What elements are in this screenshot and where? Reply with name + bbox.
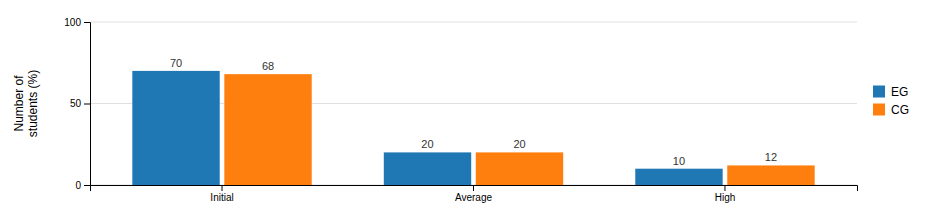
data-label: 12 xyxy=(765,151,777,163)
grid-line xyxy=(90,22,857,23)
x-tick-label: Average xyxy=(455,192,493,203)
data-label: 68 xyxy=(262,60,274,72)
x-tick: Average xyxy=(455,185,493,203)
x-tick-label: Initial xyxy=(210,192,233,203)
y-tick-mark xyxy=(84,185,90,186)
data-label: 10 xyxy=(673,155,685,167)
y-tick-mark xyxy=(84,104,90,105)
bar xyxy=(384,152,471,185)
bar xyxy=(727,165,814,185)
x-axis-line xyxy=(91,186,858,192)
legend-label: CG xyxy=(891,103,909,117)
data-label: 20 xyxy=(513,138,525,150)
legend: EG CG xyxy=(873,85,909,117)
x-tick-label: High xyxy=(715,192,736,203)
legend-swatch xyxy=(873,104,885,116)
plot-area: 70 20 10 68 20 12 Initial Average High 0 50 100 xyxy=(64,17,857,203)
legend-item: EG xyxy=(873,85,908,99)
legend-swatch xyxy=(873,86,885,98)
data-label: 20 xyxy=(421,138,433,150)
y-tick-label: 100 xyxy=(64,17,81,28)
bar xyxy=(476,152,563,185)
bar-series xyxy=(224,74,814,185)
y-axis-title: Number ofstudents (%) xyxy=(12,70,40,137)
bar-series xyxy=(132,71,722,185)
y-tick: 50 xyxy=(70,98,90,109)
chart-container: 70 20 10 68 20 12 Initial Average High 0 50 100 Numb… xyxy=(0,0,947,215)
y-axis: 0 50 100 xyxy=(64,17,90,191)
bars xyxy=(132,71,814,185)
bar xyxy=(635,169,722,185)
bar xyxy=(132,71,219,185)
y-axis-title-line: students (%) xyxy=(26,70,40,137)
x-tick: High xyxy=(715,185,736,203)
legend-label: EG xyxy=(891,85,908,99)
y-tick: 0 xyxy=(75,180,90,191)
y-axis-line xyxy=(84,23,91,186)
x-tick-mark xyxy=(222,185,223,191)
y-tick: 100 xyxy=(64,17,90,28)
data-label: 70 xyxy=(170,57,182,69)
legend-item: CG xyxy=(873,103,909,117)
bar xyxy=(224,74,311,185)
x-tick-mark xyxy=(724,185,725,191)
chart-svg: 70 20 10 68 20 12 Initial Average High 0 50 100 Numb… xyxy=(0,0,947,215)
grid xyxy=(90,22,857,185)
y-tick-label: 50 xyxy=(70,98,82,109)
x-tick: Initial xyxy=(210,185,233,203)
x-axis: Initial Average High xyxy=(91,185,858,203)
y-tick-mark xyxy=(84,22,90,23)
y-tick-label: 0 xyxy=(75,180,81,191)
x-tick-mark xyxy=(473,185,474,191)
y-axis-title-line: Number of xyxy=(12,75,26,132)
data-labels: 70 20 10 68 20 12 xyxy=(170,57,777,167)
